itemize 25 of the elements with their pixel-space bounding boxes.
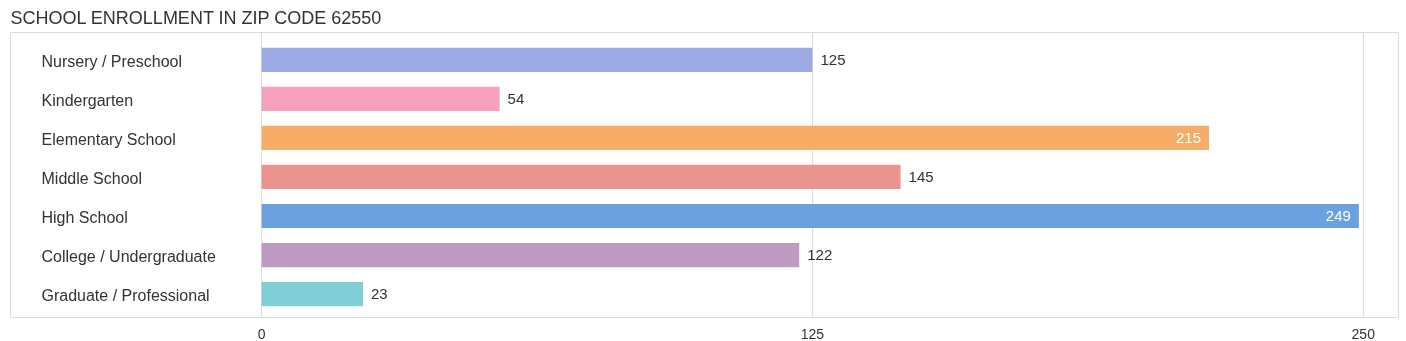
y-tick-label: Middle School — [41, 169, 142, 187]
y-tick-label: High School — [41, 208, 128, 226]
y-tick-label: Kindergarten — [41, 91, 134, 109]
bar — [261, 86, 500, 111]
data-label: 215 — [1176, 128, 1202, 146]
y-tick-label: Nursery / Preschool — [41, 52, 182, 70]
chart-title: SCHOOL ENROLLMENT IN ZIP CODE 62550 — [10, 7, 382, 28]
data-label: 249 — [1325, 206, 1351, 224]
bar — [261, 242, 800, 268]
data-label: 125 — [820, 50, 846, 68]
bar — [261, 203, 1359, 229]
x-tick-label: 250 — [1351, 325, 1376, 341]
y-tick-label: Graduate / Professional — [41, 287, 210, 305]
data-label: 23 — [371, 285, 388, 303]
bar — [261, 164, 901, 190]
data-label: 54 — [507, 89, 525, 107]
data-label: 145 — [908, 167, 934, 185]
x-tick-label: 125 — [800, 325, 825, 341]
bar — [261, 281, 364, 307]
data-label: 122 — [807, 246, 833, 264]
bar — [261, 47, 813, 72]
bar — [261, 125, 1210, 151]
x-tick-label: 0 — [257, 325, 266, 341]
y-tick-label: College / Undergraduate — [41, 248, 216, 266]
y-tick-label: Elementary School — [41, 130, 176, 148]
